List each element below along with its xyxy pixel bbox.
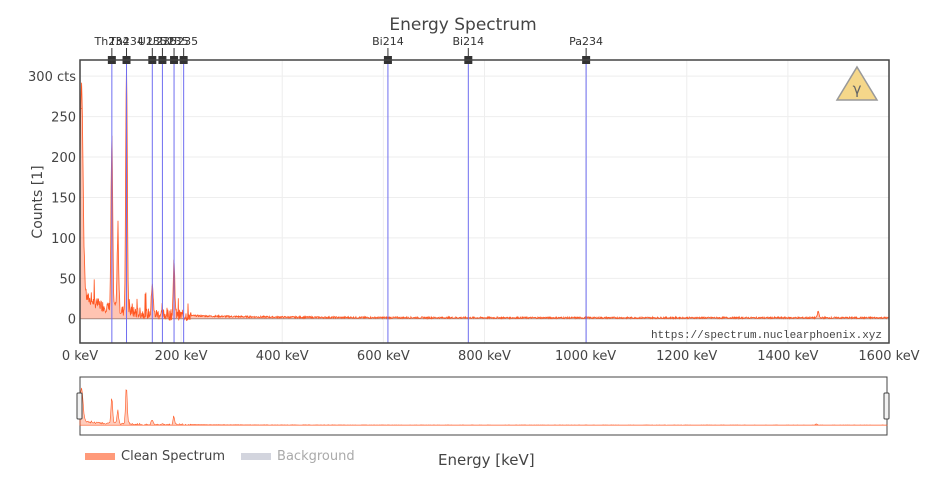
grid xyxy=(79,60,890,343)
isotope-marker-label: U235 xyxy=(148,35,177,48)
range-slider[interactable] xyxy=(76,376,890,436)
mini-spectrum-path xyxy=(79,387,888,426)
legend-swatch-clean xyxy=(85,453,115,460)
plot-frame[interactable] xyxy=(79,59,890,344)
x-tick-label: 1600 keV xyxy=(858,349,919,364)
y-tick-label: 200 xyxy=(51,151,76,166)
legend-swatch-background xyxy=(241,453,272,460)
y-tick-label: 250 xyxy=(51,111,76,126)
x-tick-label: 1200 keV xyxy=(656,349,717,364)
isotope-marker-label: Th234 xyxy=(108,35,144,48)
range-slider-left-handle[interactable] xyxy=(76,392,83,420)
clean-spectrum-line xyxy=(79,66,890,322)
range-slider-right-handle[interactable] xyxy=(883,392,890,420)
x-tick-label: 400 keV xyxy=(256,349,309,364)
isotope-marker-label: Th234 xyxy=(94,35,130,48)
isotope-marker-label: U235 xyxy=(169,35,198,48)
legend: Clean Spectrum Background xyxy=(85,449,355,464)
x-tick-label: 1400 keV xyxy=(757,349,818,364)
gamma-symbol: γ xyxy=(853,80,862,98)
range-slider-mini-spectrum xyxy=(79,387,888,426)
spectrum-peak-point xyxy=(81,108,83,110)
chart-title: Energy Spectrum xyxy=(389,15,536,35)
x-axis-ticks: 0 keV 200 keV 400 keV 600 keV 800 keV 1000 ke… xyxy=(62,349,920,364)
isotope-marker-label: Bi214 xyxy=(453,35,485,48)
spectrum-peak-point xyxy=(117,241,119,243)
y-tick-label: 100 xyxy=(51,232,76,247)
isotope-marker-label: Pa234 xyxy=(569,35,603,48)
legend-label-background: Background xyxy=(277,449,355,464)
legend-item-clean-spectrum[interactable]: Clean Spectrum xyxy=(85,449,225,464)
legend-label-clean: Clean Spectrum xyxy=(121,449,226,464)
y-tick-label: 150 xyxy=(51,191,76,206)
isotope-marker-label: U235 xyxy=(160,35,189,48)
x-tick-label: 800 keV xyxy=(458,349,511,364)
isotope-marker-label: Bi214 xyxy=(372,35,404,48)
watermark-url: https://spectrum.nuclearphoenix.xyz xyxy=(651,330,882,342)
x-tick-label: 200 keV xyxy=(155,349,208,364)
x-tick-label: 1000 keV xyxy=(555,349,616,364)
spectrum-peak-point xyxy=(817,311,819,313)
y-axis-ticks: 0 50 100 150 200 250 300 cts xyxy=(28,70,76,328)
x-axis-title: Energy [keV] xyxy=(438,451,535,469)
y-tick-label: 0 xyxy=(68,313,76,328)
y-axis-title: Counts [1] xyxy=(30,165,46,238)
x-tick-label: 0 keV xyxy=(62,349,98,364)
y-tick-label: 50 xyxy=(59,272,76,287)
gamma-logo-icon: γ xyxy=(835,65,879,101)
x-tick-label: 600 keV xyxy=(357,349,410,364)
y-tick-label: 300 cts xyxy=(28,70,76,85)
legend-item-background[interactable]: Background xyxy=(241,449,355,464)
isotope-marker-label: U235 xyxy=(138,35,167,48)
